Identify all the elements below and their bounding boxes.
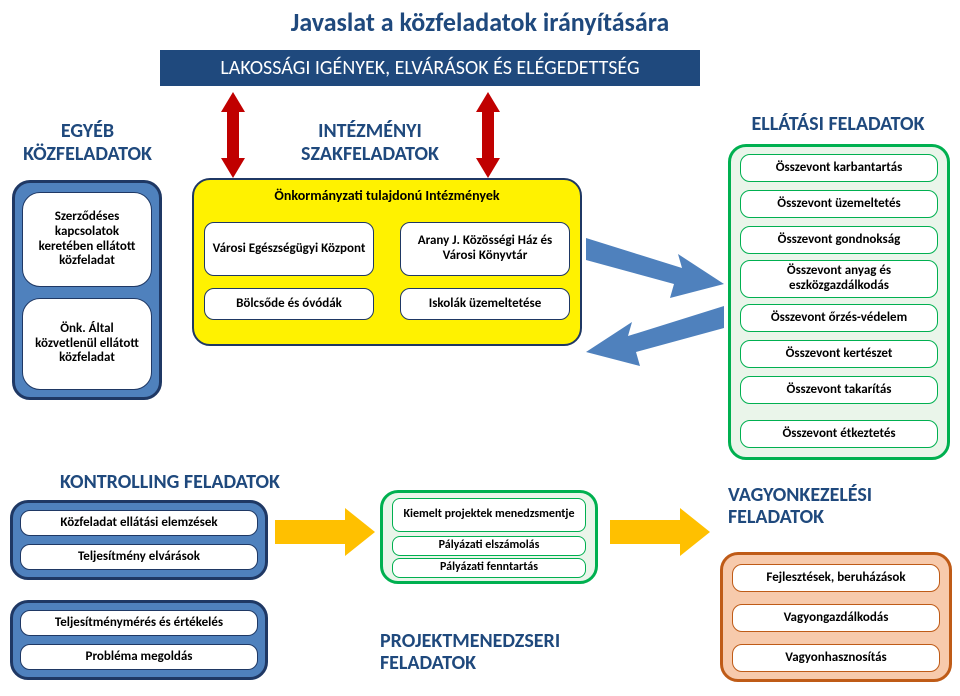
- ellatasi-i6: Összevont takarítás: [740, 376, 938, 404]
- ellatasi-i0: Összevont karbantartás: [740, 154, 938, 182]
- projekt-header: PROJEKTMENEDZSERI FELADATOK: [380, 630, 630, 674]
- ellatasi-i3: Összevont anyag és eszközgazdálkodás: [740, 260, 938, 298]
- vagyon-v1: Vagyongazdálkodás: [732, 604, 940, 632]
- ellatasi-header: ELLÁTÁSI FELADATOK: [728, 112, 948, 136]
- intezmenyi-header: INTÉZMÉNYI SZAKFELADATOK: [260, 120, 480, 166]
- vagyon-v2: Vagyonhasznosítás: [732, 644, 940, 672]
- egyeb-header: EGYÉB KÖZFELADATOK: [0, 120, 175, 166]
- ellatasi-i2: Összevont gondnokság: [740, 226, 938, 254]
- intezmenyi-b3: Bölcsőde és óvódák: [204, 288, 374, 320]
- intezmenyi-b2: Arany J. Közösségi Ház és Városi Könyvtá…: [400, 222, 570, 276]
- ellatasi-i5: Összevont kertészet: [740, 340, 938, 368]
- projekt-p2: Pályázati fenntartás: [392, 558, 586, 578]
- intezmenyi-b1: Városi Egészségügyi Központ: [204, 222, 374, 276]
- ellatasi-i1: Összevont üzemeltetés: [740, 190, 938, 218]
- intezmenyi-b4: Iskolák üzemeltetése: [400, 288, 570, 320]
- ellatasi-i4: Összevont őrzés-védelem: [740, 304, 938, 332]
- vagyon-v0: Fejlesztések, beruházások: [732, 564, 940, 592]
- vagyon-header: VAGYONKEZELÉSI FELADATOK: [728, 484, 948, 528]
- kontrolling-k0: Közfeladat ellátási elemzések: [20, 510, 258, 536]
- red-arrow-1: [215, 92, 251, 178]
- kontrolling-k1: Teljesítmény elvárások: [20, 544, 258, 570]
- blue-arrow-bottom: [586, 300, 724, 372]
- kontrolling-k3: Probléma megoldás: [20, 644, 258, 670]
- egyeb-box1: Szerződéses kapcsolatok keretében elláto…: [22, 192, 152, 287]
- orange-arrow-right: [610, 508, 710, 556]
- banner: LAKOSSÁGI IGÉNYEK, ELVÁRÁSOK ÉS ELÉGEDET…: [160, 50, 700, 86]
- kontrolling-k2: Teljesítménymérés és értékelés: [20, 610, 258, 636]
- kontrolling-header: KONTROLLING FELADATOK: [60, 470, 340, 494]
- projekt-p0: Kiemelt projektek menedzsmentje: [392, 498, 586, 532]
- page-title: Javaslat a közfeladatok irányítására: [0, 6, 960, 38]
- projekt-p1: Pályázati elszámolás: [392, 536, 586, 556]
- blue-arrow-top: [586, 232, 724, 304]
- ellatasi-i7: Összevont étkeztetés: [740, 420, 938, 448]
- orange-arrow-left: [275, 508, 375, 556]
- egyeb-box2: Önk. Által közvetlenül ellátott közfelad…: [22, 298, 152, 390]
